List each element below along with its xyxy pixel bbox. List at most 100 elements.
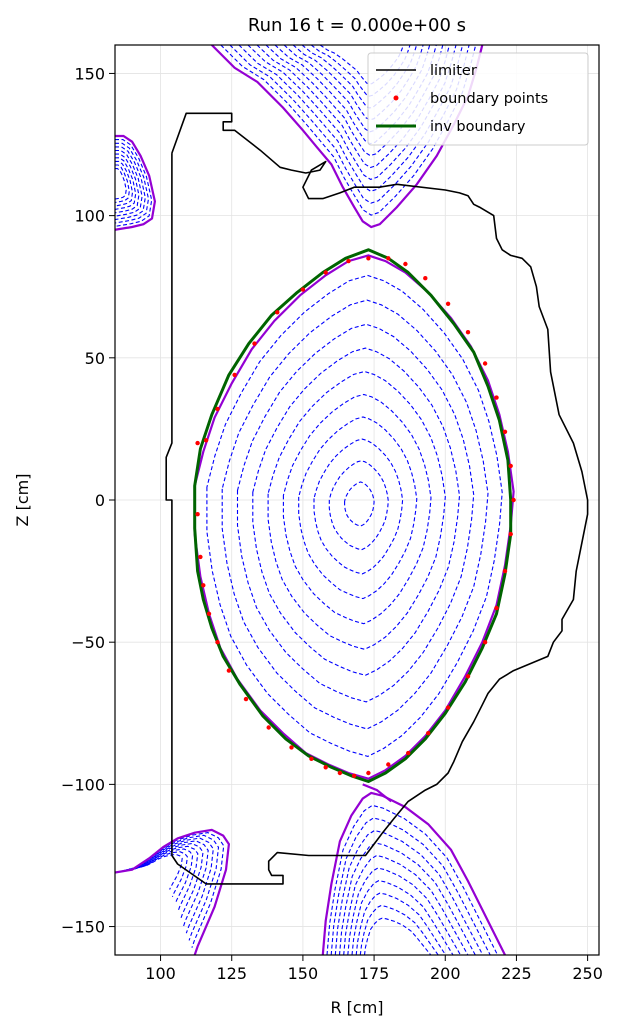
legend-limiter-label: limiter <box>430 63 477 79</box>
boundary-point <box>386 762 391 767</box>
x-tick-label: 175 <box>359 964 390 983</box>
core-flux-surface <box>206 274 503 757</box>
top-flux-surface <box>274 45 437 145</box>
bottom-flux-surface <box>343 854 469 955</box>
upper-left-flux-surface <box>115 164 130 204</box>
boundary-point <box>243 696 249 702</box>
boundary-point <box>201 583 206 588</box>
boundary-point <box>195 512 200 517</box>
boundary-point <box>366 256 371 261</box>
boundary-point <box>366 770 371 776</box>
y-tick-label: −100 <box>61 775 105 794</box>
y-axis-label: Z [cm] <box>13 474 32 527</box>
core-flux-surface <box>313 438 404 575</box>
boundary-point <box>403 261 408 267</box>
chart-title: Run 16 t = 0.000e+00 s <box>248 15 466 36</box>
boundary-point <box>346 258 351 264</box>
boundary-point <box>502 429 508 434</box>
boundary-point <box>482 640 488 645</box>
boundary-point <box>482 361 488 366</box>
core-flux-surface <box>344 481 375 527</box>
legend: limiter boundary points inv boundary <box>367 52 589 146</box>
bottom-separatrix-inner <box>362 783 392 803</box>
bottom-flux-surface <box>355 892 447 955</box>
top-flux-surface <box>292 45 424 121</box>
boundary-point <box>300 287 306 292</box>
core-flux-surface <box>267 370 446 650</box>
legend-box <box>367 52 589 146</box>
boundary-point <box>465 674 471 679</box>
legend-boundary-points-label: boundary points <box>430 91 548 107</box>
core-flux-surface <box>328 460 389 551</box>
upper-left-flux-surface <box>115 149 143 217</box>
inv-boundary-line <box>193 248 513 783</box>
boundary-point <box>198 554 203 560</box>
x-tick-label: 100 <box>145 964 176 983</box>
legend-boundary-points-swatch <box>393 95 399 101</box>
axis-ticks: 100 125 150 175 200 225 250 −150 −100 −50 0 50 100 15… <box>61 64 603 983</box>
bottom-flux-surface <box>338 842 476 955</box>
bottom-flux-surface <box>330 817 491 955</box>
boundary-point <box>426 731 431 736</box>
upper-left-flux-surface <box>115 168 127 200</box>
boundary-point <box>226 668 232 673</box>
upper-left-flux-surface <box>115 153 140 214</box>
y-tick-label: 150 <box>74 64 105 83</box>
x-tick-label: 250 <box>572 964 603 983</box>
boundary-point <box>275 310 280 315</box>
upper-left-flux-surface <box>115 157 137 210</box>
boundary-point <box>406 750 411 756</box>
boundary-point <box>502 568 508 574</box>
bottom-flux-surface <box>347 867 461 955</box>
x-axis-label: R [cm] <box>330 998 383 1017</box>
boundary-point <box>352 773 357 778</box>
core-flux-surface <box>298 416 418 600</box>
boundary-point <box>508 463 513 469</box>
y-tick-label: −150 <box>61 918 105 937</box>
boundary-point <box>266 725 271 730</box>
y-tick-label: 100 <box>74 207 105 226</box>
bottom-flux-surface <box>326 804 499 955</box>
boundary-point <box>494 605 499 611</box>
lower-left-separatrix <box>115 828 231 955</box>
x-tick-label: 125 <box>216 964 247 983</box>
boundary-point <box>494 395 499 400</box>
limiter-line <box>165 112 589 885</box>
boundary-point <box>511 497 516 503</box>
lower-left-flux-surface <box>140 853 183 890</box>
x-tick-label: 225 <box>501 964 532 983</box>
core-flux-surface <box>282 393 432 625</box>
boundary-point <box>423 276 428 281</box>
upper-left-flux-surface <box>115 146 146 221</box>
y-tick-label: −50 <box>71 633 105 652</box>
bottom-flux-surface <box>359 905 439 955</box>
lower-left-flux-surface <box>126 840 209 927</box>
boundary-point <box>215 406 220 412</box>
core-flux-surface <box>236 323 475 703</box>
upper-left-flux-surface <box>115 139 153 227</box>
x-tick-label: 200 <box>430 964 461 983</box>
boundary-point <box>289 745 294 750</box>
boundary-point <box>323 765 328 770</box>
boundary-point <box>465 330 471 335</box>
boundary-point <box>337 770 343 776</box>
lower-left-flux-surface <box>131 845 199 912</box>
bottom-flux-surface <box>351 880 454 955</box>
lower-left-flux-surface <box>134 848 194 905</box>
boundary-point <box>309 756 314 761</box>
boundary-point <box>206 611 212 616</box>
lower-left-flux-surface <box>120 834 220 941</box>
boundary-point <box>252 341 257 346</box>
boundary-point <box>508 531 513 537</box>
top-flux-surface <box>247 45 457 181</box>
boundary-point <box>323 270 328 275</box>
legend-inv-boundary-label: inv boundary <box>430 119 526 135</box>
upper-left-separatrix <box>115 134 157 231</box>
boundary-point <box>215 640 220 645</box>
y-tick-label: 50 <box>85 349 105 368</box>
upper-left-flux-surface <box>115 160 134 207</box>
boundary-point <box>386 256 391 261</box>
boundary-point <box>445 705 451 710</box>
